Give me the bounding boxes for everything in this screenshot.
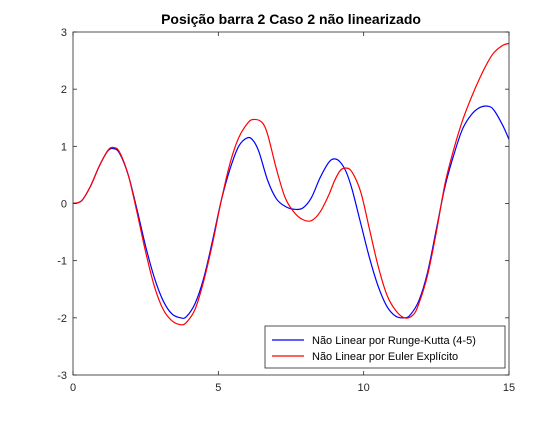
y-tick-label: -3 — [57, 370, 67, 382]
y-tick-label: 2 — [61, 84, 67, 96]
legend: Não Linear por Runge-Kutta (4-5) Não Lin… — [264, 325, 506, 369]
y-tick-label: 0 — [61, 199, 67, 211]
x-tick-label: 5 — [215, 382, 221, 394]
series-layer — [73, 42, 509, 326]
chart-title: Posição barra 2 Caso 2 não linearizado — [161, 11, 421, 27]
x-tick-label: 15 — [503, 382, 515, 394]
y-tick-label: 1 — [61, 141, 67, 153]
series-line-euler — [73, 42, 509, 326]
legend-label-runge-kutta: Não Linear por Runge-Kutta (4-5) — [312, 335, 476, 347]
ticks-layer: 0 5 10 15 -3 -2 -1 0 1 2 3 — [57, 27, 515, 394]
legend-box — [264, 325, 506, 369]
y-tick-label: -1 — [57, 256, 67, 268]
y-tick-label: 3 — [61, 27, 67, 39]
x-tick-label: 10 — [358, 382, 370, 394]
x-tick-label: 0 — [70, 382, 76, 394]
y-tick-label: -2 — [57, 313, 67, 325]
legend-label-euler: Não Linear por Euler Explícito — [312, 351, 458, 363]
plot-area — [73, 32, 509, 375]
